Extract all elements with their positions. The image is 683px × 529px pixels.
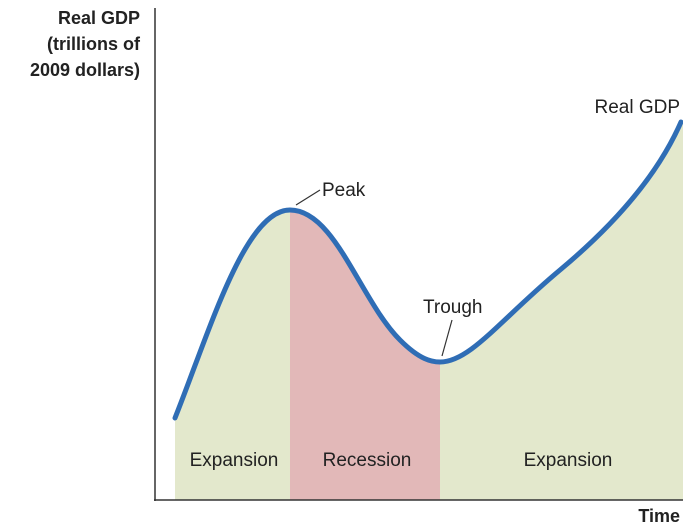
expansion-fill <box>175 120 290 500</box>
trough-label: Trough <box>423 297 483 318</box>
phase-label: Expansion <box>190 450 279 471</box>
phase-label: Recession <box>323 450 412 471</box>
recession-fill <box>290 120 440 500</box>
expansion-fill <box>440 120 683 500</box>
peak-leader <box>295 189 321 206</box>
y-axis-label: (trillions of <box>47 34 141 54</box>
y-axis-label: Real GDP <box>58 8 140 28</box>
phase-label: Expansion <box>524 450 613 471</box>
gdp-curve <box>172 119 683 421</box>
y-axis-label: 2009 dollars) <box>30 60 140 80</box>
x-axis-label: Time <box>638 506 680 526</box>
curve-label: Real GDP <box>594 97 680 118</box>
peak-label: Peak <box>322 180 366 201</box>
trough-leader <box>441 319 453 357</box>
phase-fills <box>175 120 683 500</box>
